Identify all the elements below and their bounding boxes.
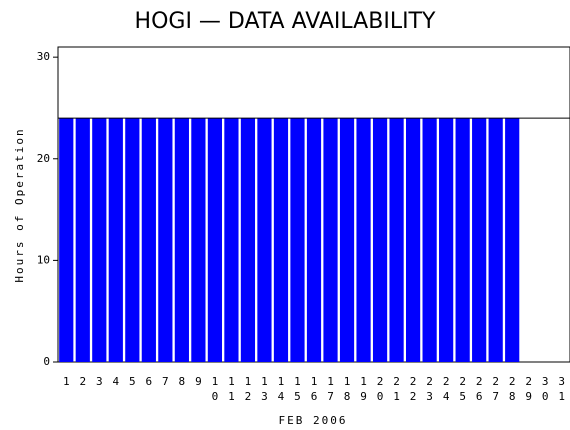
y-tick-label: 10 <box>37 253 50 266</box>
x-tick-label: 16 <box>308 375 321 405</box>
x-tick-label: 31 <box>555 375 568 405</box>
bar <box>323 118 338 363</box>
x-tick-label: 7 <box>159 375 172 390</box>
y-tick-label: 0 <box>43 355 50 368</box>
bar <box>257 118 272 363</box>
x-tick-label: 28 <box>506 375 519 405</box>
bar <box>108 118 123 363</box>
bar <box>290 118 305 363</box>
bar <box>207 118 223 363</box>
x-tick-label: 26 <box>473 375 486 405</box>
bar <box>455 118 470 363</box>
x-tick-label: 10 <box>208 375 221 405</box>
bar <box>306 118 322 363</box>
x-tick-label: 11 <box>225 375 238 405</box>
x-tick-label: 20 <box>374 375 387 405</box>
x-tick-label: 30 <box>539 375 552 405</box>
bar <box>439 118 454 363</box>
x-tick-label: 25 <box>456 375 469 405</box>
x-tick-label: 3 <box>93 375 106 390</box>
x-tick-label: 22 <box>407 375 420 405</box>
bar <box>158 118 173 363</box>
x-tick-label: 29 <box>522 375 535 405</box>
x-tick-label: 23 <box>423 375 436 405</box>
bar <box>389 118 404 363</box>
x-tick-label: 6 <box>142 375 155 390</box>
bar <box>488 118 503 363</box>
x-axis-label: FEB 2006 <box>279 414 348 427</box>
x-tick-label: 1 <box>60 375 73 390</box>
y-tick-label: 30 <box>37 50 50 63</box>
bar <box>339 118 355 363</box>
x-tick-label: 15 <box>291 375 304 405</box>
y-tick-label: 20 <box>37 152 50 165</box>
x-tick-label: 19 <box>357 375 370 405</box>
x-tick-label: 21 <box>390 375 403 405</box>
bar <box>422 118 437 363</box>
x-tick-label: 18 <box>341 375 354 405</box>
bar <box>125 118 140 363</box>
bar <box>75 118 90 363</box>
x-tick-label: 17 <box>324 375 337 405</box>
x-tick-label: 2 <box>76 375 89 390</box>
bar <box>224 118 239 363</box>
bar <box>405 118 421 363</box>
x-tick-label: 8 <box>175 375 188 390</box>
bar <box>356 118 371 363</box>
bar <box>59 118 74 363</box>
x-tick-label: 13 <box>258 375 271 405</box>
bar <box>92 118 107 363</box>
x-tick-label: 9 <box>192 375 205 390</box>
x-tick-label: 12 <box>241 375 254 405</box>
x-tick-label: 5 <box>126 375 139 390</box>
bar <box>472 118 487 363</box>
y-axis-label: Hours of Operation <box>13 127 26 282</box>
bar <box>273 118 289 363</box>
x-tick-label: 14 <box>274 375 287 405</box>
bar <box>505 118 520 363</box>
bar <box>174 118 189 363</box>
chart-title: HOGI — DATA AVAILABILITY <box>135 9 436 34</box>
bar <box>240 118 256 363</box>
bar <box>372 118 388 363</box>
x-tick-label: 24 <box>440 375 453 405</box>
bar <box>191 118 206 363</box>
x-tick-label: 27 <box>489 375 502 405</box>
x-tick-label: 4 <box>109 375 122 390</box>
bar <box>141 118 156 363</box>
